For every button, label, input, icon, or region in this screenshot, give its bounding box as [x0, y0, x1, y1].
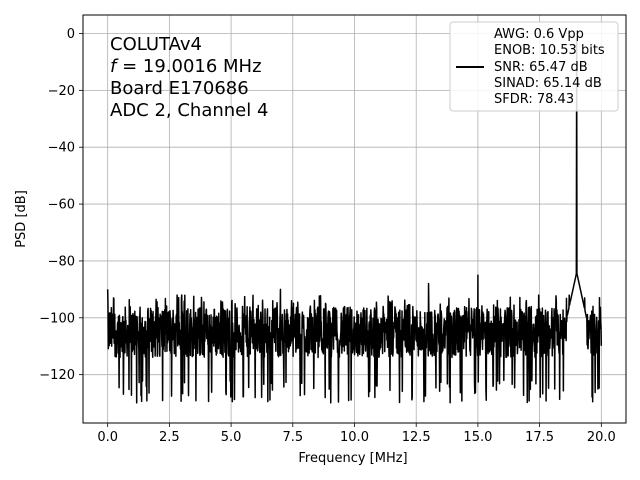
annotation-frequency-variable: f — [110, 56, 119, 77]
y-axis-ticks: 0 −20 −40 −60 −80 −100 −120 — [39, 27, 83, 383]
annotation-chip-name: COLUTAv4 — [110, 34, 202, 55]
legend-entry-sfdr: SFDR: 78.43 — [494, 92, 574, 107]
x-tick-label: 5.0 — [221, 430, 242, 445]
y-axis-label: PSD [dB] — [14, 190, 29, 248]
legend: AWG: 0.6 Vpp ENOB: 10.53 bits SNR: 65.47… — [449, 21, 619, 112]
x-tick-label: 10.0 — [340, 430, 369, 445]
psd-series — [106, 38, 603, 404]
x-tick-label: 17.5 — [525, 430, 554, 445]
y-tick-label: −40 — [48, 141, 75, 156]
y-tick-label: −100 — [39, 311, 75, 326]
x-tick-label: 20.0 — [587, 430, 616, 445]
annotation-board: Board E170686 — [110, 78, 249, 99]
legend-box — [449, 21, 619, 112]
x-axis-label: Frequency [MHz] — [298, 451, 407, 466]
x-tick-label: 2.5 — [159, 430, 180, 445]
y-tick-label: −20 — [48, 84, 75, 99]
y-tick-label: −120 — [39, 368, 75, 383]
x-tick-label: 0.0 — [97, 430, 118, 445]
annotation-frequency: f = 19.0016 MHz — [110, 56, 262, 77]
annotation-frequency-value: = 19.0016 MHz — [116, 56, 261, 77]
psd-trace — [106, 38, 603, 404]
y-tick-label: −80 — [48, 254, 75, 269]
legend-entry-enob: ENOB: 10.53 bits — [494, 43, 605, 58]
legend-entry-sinad: SINAD: 65.14 dB — [494, 76, 602, 91]
x-tick-label: 15.0 — [463, 430, 492, 445]
y-tick-label: −60 — [48, 198, 75, 213]
x-tick-label: 7.5 — [282, 430, 303, 445]
y-tick-label: 0 — [67, 27, 75, 42]
x-axis-ticks: 0.0 2.5 5.0 7.5 10.0 12.5 15.0 17.5 20.0 — [97, 423, 616, 445]
legend-entry-awg: AWG: 0.6 Vpp — [494, 27, 584, 42]
legend-entry-snr: SNR: 65.47 dB — [494, 60, 588, 75]
x-tick-label: 12.5 — [402, 430, 431, 445]
annotation-block: COLUTAv4 f = 19.0016 MHz Board E170686 A… — [110, 34, 268, 121]
annotation-adc-channel: ADC 2, Channel 4 — [110, 100, 268, 121]
